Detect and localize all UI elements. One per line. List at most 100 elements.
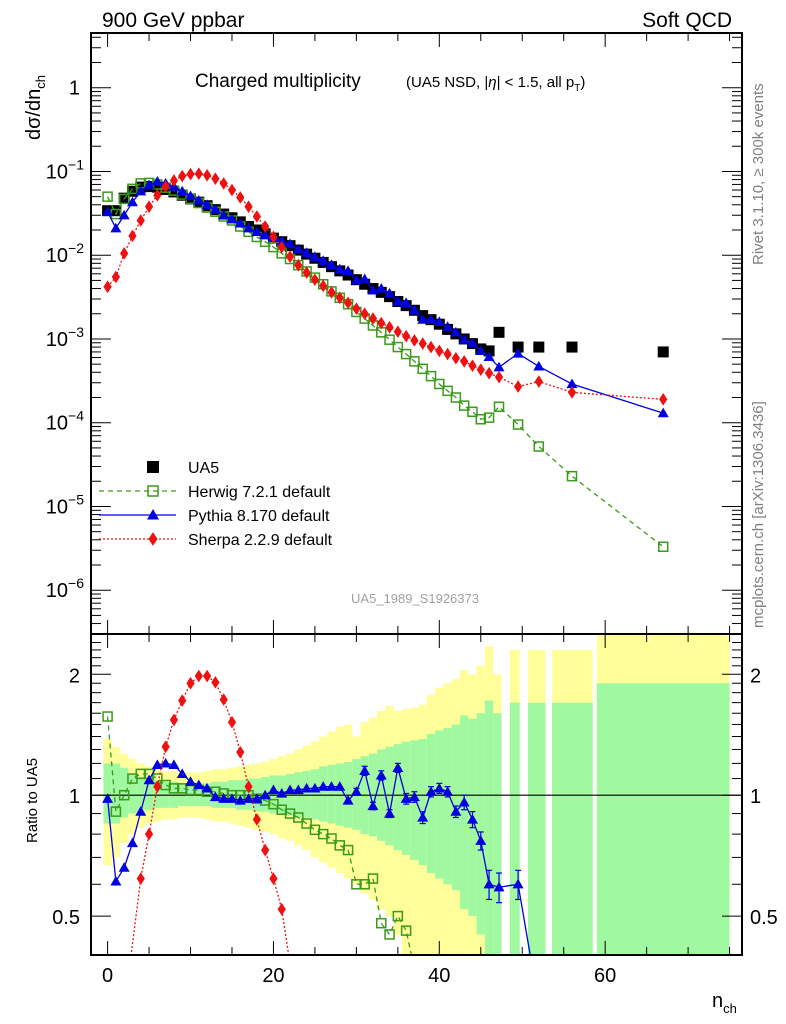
marker-triangle (350, 786, 362, 796)
marker-diamond (269, 872, 278, 885)
series-sherpa (103, 167, 668, 406)
marker-open-square (434, 378, 445, 390)
marker-diamond (659, 393, 668, 406)
marker-diamond (244, 200, 253, 213)
y-tick-label: 10−3 (46, 324, 84, 351)
legend: UA5 Herwig 7.2.1 default Pythia 8.170 defa… (99, 460, 333, 549)
marker-triangle (301, 247, 313, 257)
ratio-series-sherpa (130, 669, 290, 955)
marker-triangle (168, 759, 180, 769)
marker-triangle (425, 314, 437, 324)
marker-triangle (566, 378, 578, 389)
marker-triangle (417, 811, 429, 822)
marker-triangle (325, 259, 337, 269)
legend-label: Herwig 7.2.1 default (188, 484, 331, 501)
ratio-series-pythia (102, 757, 531, 955)
marker-open-square (392, 910, 404, 922)
marker-triangle (110, 222, 122, 233)
band-inner (509, 702, 520, 955)
marker-triangle (251, 226, 263, 236)
band-inner (144, 778, 154, 810)
band-inner (443, 728, 452, 885)
marker-diamond (435, 344, 444, 358)
marker-diamond (534, 375, 543, 388)
marker-triangle (458, 334, 470, 344)
marker-diamond (136, 214, 145, 227)
marker-diamond (494, 370, 504, 384)
marker-open-square (118, 193, 130, 205)
marker-diamond (178, 694, 187, 707)
marker-diamond (285, 250, 295, 264)
legend-item: Herwig 7.2.1 default (99, 484, 331, 501)
marker-diamond (236, 745, 245, 759)
marker-diamond (202, 669, 212, 683)
marker-triangle (126, 196, 138, 207)
marker-diamond (161, 180, 170, 193)
marker-triangle (259, 789, 271, 800)
marker-square (359, 278, 371, 290)
y-tick-label: 10−4 (46, 408, 84, 435)
marker-triangle (143, 179, 155, 190)
marker-triangle (400, 793, 412, 803)
marker-triangle (309, 782, 321, 793)
marker-triangle (267, 784, 279, 795)
band-inner (418, 739, 427, 866)
marker-diamond (194, 669, 203, 683)
marker-open-square (293, 812, 304, 823)
marker-square (566, 341, 578, 353)
marker-triangle (243, 793, 255, 803)
marker-triangle (160, 757, 172, 768)
band-inner (327, 764, 336, 824)
band-inner (302, 770, 311, 818)
band-inner (476, 713, 485, 935)
marker-open-square (566, 470, 578, 482)
y-tick-label: 10−6 (46, 575, 84, 602)
marker-triangle (466, 813, 478, 824)
band-inner (269, 775, 278, 814)
marker-triangle (317, 255, 329, 265)
marker-triangle (193, 195, 205, 205)
marker-open-square (147, 485, 159, 497)
band-inner (310, 769, 320, 820)
marker-triangle (512, 878, 524, 889)
marker-triangle (147, 509, 159, 520)
marker-triangle (301, 782, 313, 793)
marker-diamond (148, 532, 158, 546)
marker-triangle (251, 793, 263, 803)
marker-open-square (102, 711, 113, 722)
marker-square (342, 269, 354, 281)
marker-triangle (309, 251, 321, 261)
marker-square (493, 326, 505, 338)
marker-open-square (417, 363, 428, 375)
marker-diamond (169, 174, 179, 187)
marker-diamond (202, 168, 212, 182)
marker-triangle (475, 835, 487, 845)
marker-triangle (126, 837, 138, 848)
marker-triangle (118, 862, 130, 872)
band-inner (460, 715, 469, 910)
band-inner (153, 780, 162, 808)
band-inner (111, 763, 121, 824)
marker-diamond (302, 266, 311, 279)
marker-square (147, 461, 159, 473)
marker-square (110, 205, 122, 217)
marker-triangle (151, 759, 163, 769)
header-left-label: 900 GeV ppbar (102, 9, 244, 32)
marker-open-square (392, 341, 404, 353)
band-inner (385, 746, 394, 846)
y-tick-label: 10−5 (46, 491, 84, 518)
marker-open-square (118, 789, 130, 801)
x-tick-label: 60 (594, 965, 616, 987)
ratio-frame (90, 633, 743, 956)
marker-diamond (327, 286, 336, 299)
marker-open-square (493, 401, 505, 413)
marker-diamond (343, 296, 353, 310)
marker-triangle (408, 791, 420, 802)
marker-diamond (319, 279, 328, 293)
marker-open-square (467, 406, 478, 418)
marker-triangle (218, 209, 230, 220)
marker-triangle (201, 782, 213, 793)
marker-diamond (219, 177, 228, 190)
marker-triangle (657, 407, 669, 418)
marker-diamond (153, 780, 162, 794)
